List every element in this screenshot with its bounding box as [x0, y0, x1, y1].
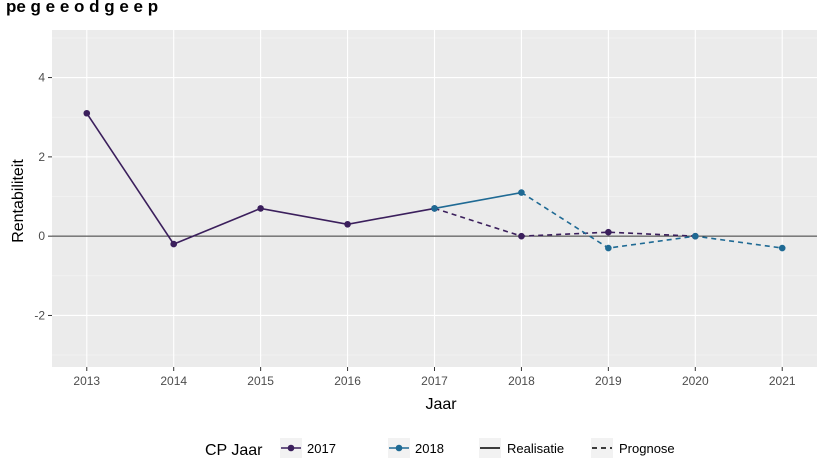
data-point — [257, 205, 264, 212]
data-point — [778, 244, 786, 252]
legend-label-realisatie: Realisatie — [507, 441, 564, 456]
x-tick-label: 2015 — [247, 374, 274, 388]
data-point — [518, 232, 525, 240]
x-axis-title: Jaar — [425, 396, 457, 413]
y-tick-label: 0 — [38, 229, 45, 243]
x-tick-label: 2016 — [334, 374, 361, 388]
legend-cp-items: 2017 2018 — [280, 438, 444, 458]
data-point — [605, 244, 612, 252]
series-2018-realisatie-line — [434, 191, 522, 210]
x-tick-label: 2020 — [682, 374, 709, 388]
legend-key-point — [395, 444, 403, 452]
series-2017-prognose-line — [434, 207, 696, 237]
series-2018-prognose-line — [521, 191, 783, 249]
data-point — [83, 109, 91, 117]
chart-title: pe g e e o d g e e p — [6, 0, 158, 16]
data-point — [431, 205, 438, 212]
legend-title-cp-jaar: CP Jaar — [205, 442, 263, 459]
y-axis-ticks: 4 2 0 -2 — [34, 71, 52, 322]
x-tick-label: 2017 — [421, 374, 448, 388]
legend-label-prognose: Prognose — [619, 441, 675, 456]
y-tick-label: 4 — [38, 71, 45, 85]
data-point — [691, 232, 699, 240]
legend-label-2018: 2018 — [415, 441, 444, 456]
y-tick-label: 2 — [38, 150, 45, 164]
data-point — [170, 240, 178, 248]
legend-key-point — [287, 444, 295, 452]
x-tick-label: 2021 — [769, 374, 796, 388]
data-point — [605, 228, 612, 236]
x-axis-ticks: 2013 2014 2015 2016 2017 2018 2019 2020 2021 — [73, 367, 796, 388]
y-tick-label: -2 — [34, 308, 45, 322]
x-tick-label: 2019 — [595, 374, 622, 388]
legend-label-2017: 2017 — [307, 441, 336, 456]
data-point — [518, 189, 525, 196]
series-2018 — [431, 189, 786, 252]
legend: CP Jaar 2017 2018 Realisatie Prognose — [205, 438, 675, 459]
data-point — [344, 220, 351, 228]
x-tick-label: 2014 — [160, 374, 187, 388]
x-tick-label: 2013 — [73, 374, 100, 388]
y-axis-title: Rentabiliteit — [10, 159, 27, 243]
series-layer — [83, 109, 786, 252]
x-tick-label: 2018 — [508, 374, 535, 388]
legend-linetype-items: Realisatie Prognose — [479, 438, 675, 458]
